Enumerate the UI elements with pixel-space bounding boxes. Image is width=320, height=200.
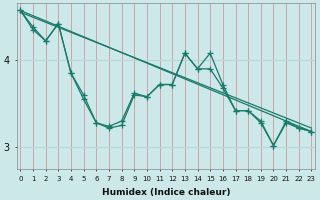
X-axis label: Humidex (Indice chaleur): Humidex (Indice chaleur) [102,188,230,197]
